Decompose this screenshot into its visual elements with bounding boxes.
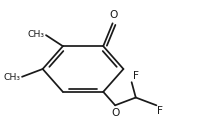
Text: CH₃: CH₃ xyxy=(27,30,44,39)
Text: F: F xyxy=(157,106,164,116)
Text: F: F xyxy=(133,71,139,81)
Text: O: O xyxy=(109,10,118,20)
Text: O: O xyxy=(111,108,119,118)
Text: CH₃: CH₃ xyxy=(3,73,20,82)
